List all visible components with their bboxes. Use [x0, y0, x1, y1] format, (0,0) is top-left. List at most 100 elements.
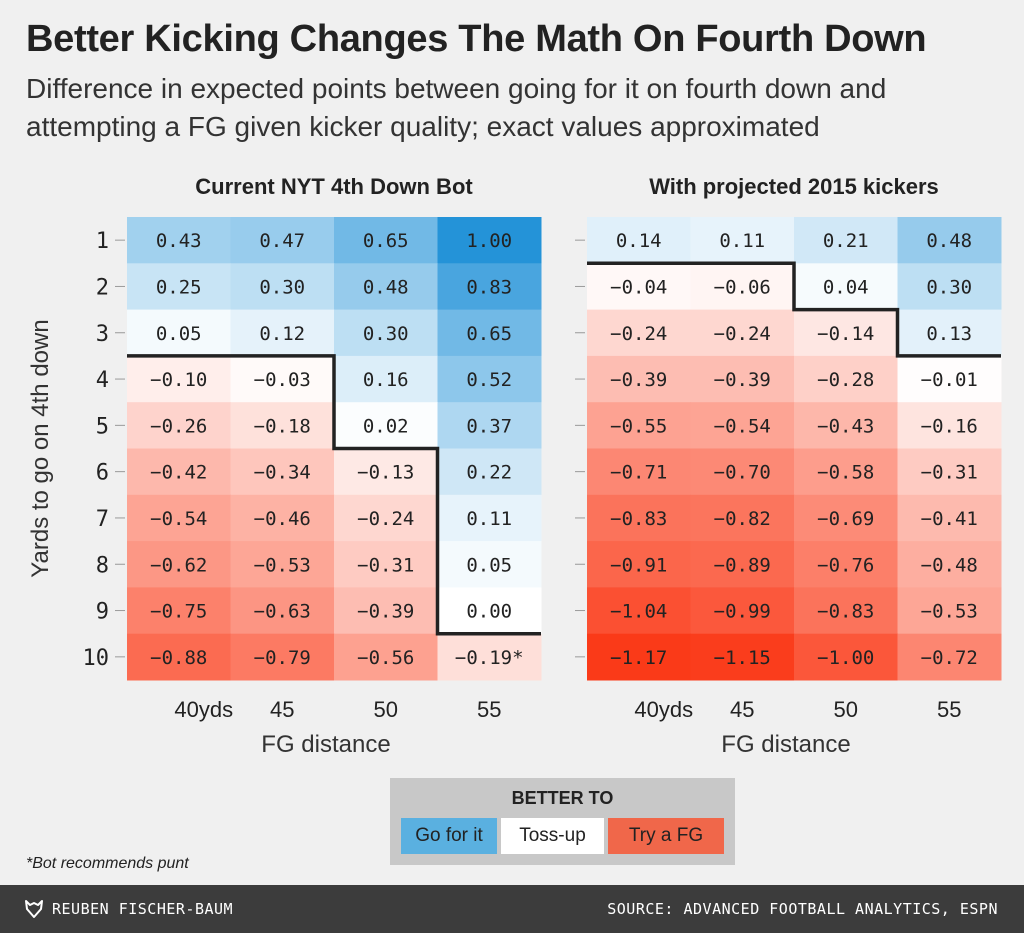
- heatmap-cell: [230, 494, 335, 542]
- heatmap-cell: [230, 263, 335, 311]
- heatmap-cell: [334, 402, 438, 449]
- heatmap-cell: [690, 309, 795, 357]
- heatmap-cell: [334, 217, 438, 264]
- heatmap-cell: [794, 633, 898, 681]
- heatmap-cell: [897, 355, 1002, 403]
- heatmap-cell: [230, 217, 335, 264]
- heatmap-cell: [690, 402, 795, 449]
- cell-value-label: −0.69: [817, 508, 874, 530]
- cell-value-label: −0.34: [254, 462, 311, 484]
- cell-value-label: 0.16: [363, 369, 409, 391]
- heatmap-cell: [437, 633, 542, 681]
- cell-value-label: −0.43: [817, 415, 874, 437]
- cell-value-label: −0.46: [254, 508, 311, 530]
- y-tick-label: 9: [96, 600, 109, 625]
- heatmap-cell: [334, 494, 438, 542]
- cell-value-label: −1.17: [610, 647, 667, 669]
- heatmap-cell: [897, 263, 1002, 311]
- cell-value-label: −1.00: [817, 647, 874, 669]
- y-tick-label: 6: [96, 461, 109, 486]
- footer-author: REUBEN FISCHER-BAUM: [52, 900, 234, 918]
- cell-value-label: −0.62: [150, 554, 207, 576]
- cell-value-label: −0.14: [817, 323, 874, 345]
- panel-title-projected: With projected 2015 kickers: [649, 174, 939, 199]
- cell-value-label: 0.25: [156, 276, 202, 298]
- heatmap-cell: [794, 355, 898, 403]
- cell-value-label: 0.11: [719, 230, 765, 252]
- heatmap-cell: [437, 587, 542, 635]
- heatmap-cell: [587, 587, 691, 635]
- cell-value-label: −0.28: [817, 369, 874, 391]
- cell-value-label: −0.24: [357, 508, 414, 530]
- cell-value-label: 0.21: [823, 230, 869, 252]
- heatmap-cell: [437, 355, 542, 403]
- y-tick-label: 8: [96, 553, 109, 578]
- heatmap-cell: [587, 309, 691, 357]
- heatmap-cell: [230, 633, 335, 681]
- cell-value-label: −0.91: [610, 554, 667, 576]
- heatmap-cell: [690, 633, 795, 681]
- decision-boundary-line: [587, 261, 1001, 358]
- y-tick-label: 7: [96, 507, 109, 532]
- cell-value-label: 0.47: [259, 230, 305, 252]
- heatmap-cell: [334, 633, 438, 681]
- cell-value-label: 0.37: [466, 415, 512, 437]
- x-axis-label: FG distance: [721, 731, 850, 758]
- heatmap-cell: [587, 633, 691, 681]
- heatmap-cell: [794, 263, 898, 311]
- cell-value-label: −1.15: [714, 647, 771, 669]
- cell-value-label: −0.58: [817, 462, 874, 484]
- cell-value-label: 0.30: [363, 323, 409, 345]
- heatmap-cell: [690, 494, 795, 542]
- x-tick-label: 50: [374, 697, 398, 722]
- heatmap-cell: [794, 309, 898, 357]
- cell-value-label: 0.22: [466, 462, 512, 484]
- panel-title-current: Current NYT 4th Down Bot: [195, 174, 473, 199]
- heatmap-cell: [587, 355, 691, 403]
- cell-value-label: −0.75: [150, 601, 207, 623]
- cell-value-label: 0.00: [466, 601, 512, 623]
- heatmap-cell: [794, 402, 898, 449]
- heatmap-cell: [127, 217, 231, 264]
- heatmap-cell: [794, 541, 898, 588]
- cell-value-label: −0.39: [357, 601, 414, 623]
- heatmap-cell: [127, 402, 231, 449]
- cell-value-label: 0.30: [926, 276, 972, 298]
- heatmap-cell: [437, 402, 542, 449]
- heatmap-cell: [437, 541, 542, 588]
- heatmap-cell: [230, 541, 335, 588]
- y-tick-label: 1: [96, 229, 109, 254]
- heatmap-cell: [437, 263, 542, 311]
- heatmap-cell: [437, 494, 542, 542]
- cell-value-label: −0.31: [921, 462, 978, 484]
- cell-value-label: −0.24: [714, 323, 771, 345]
- cell-value-label: −0.18: [254, 415, 311, 437]
- x-axis-label: FG distance: [261, 731, 390, 758]
- y-axis-label: Yards to go on 4th down: [27, 319, 54, 577]
- x-tick-label: 40yds: [634, 697, 693, 722]
- legend-title: BETTER TO: [511, 788, 614, 808]
- cell-value-label: −0.54: [714, 415, 771, 437]
- heatmap-cell: [127, 587, 231, 635]
- cell-value-label: −0.19*: [455, 647, 524, 669]
- cell-value-label: 0.12: [259, 323, 305, 345]
- heatmap-cell: [794, 217, 898, 264]
- x-tick-label: 50: [834, 697, 858, 722]
- cell-value-label: −0.31: [357, 554, 414, 576]
- cell-value-label: 0.02: [363, 415, 409, 437]
- cell-value-label: −0.83: [610, 508, 667, 530]
- cell-value-label: −0.63: [254, 601, 311, 623]
- cell-value-label: −0.10: [150, 369, 207, 391]
- heatmap-cell: [690, 448, 795, 496]
- y-tick-label: 2: [96, 275, 109, 300]
- y-tick-label: 10: [83, 646, 110, 671]
- footnote: *Bot recommends punt: [26, 855, 189, 872]
- heatmap-cell: [897, 402, 1002, 449]
- cell-value-label: −0.48: [921, 554, 978, 576]
- heatmap-cell: [334, 541, 438, 588]
- heatmap-cell: [230, 309, 335, 357]
- heatmap-cell: [690, 587, 795, 635]
- heatmap-cell: [587, 217, 691, 264]
- legend-go-for-it: Go for it: [401, 818, 497, 854]
- cell-value-label: −0.42: [150, 462, 207, 484]
